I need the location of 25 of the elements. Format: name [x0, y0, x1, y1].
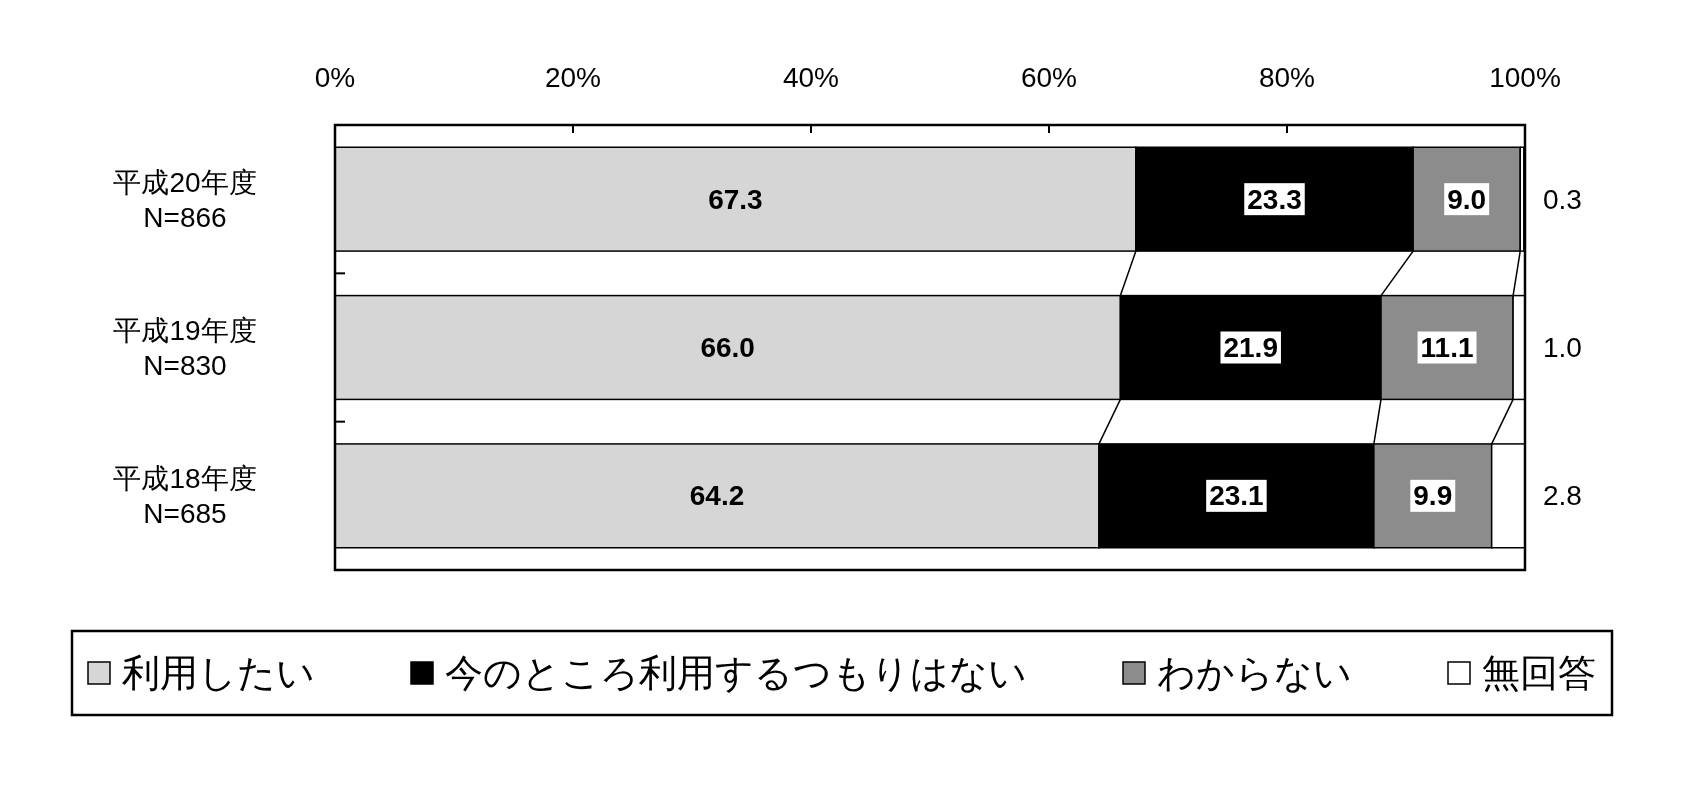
x-tick-label: 100% — [1489, 61, 1561, 93]
legend-label: 利用したい — [122, 652, 315, 694]
x-tick-label: 40% — [782, 61, 840, 93]
data-label: 67.3 — [708, 183, 763, 215]
data-label: 23.3 — [1247, 183, 1302, 215]
data-label: 1.0 — [1543, 332, 1582, 363]
x-tick-label: 0% — [314, 61, 356, 93]
data-label: 11.1 — [1420, 332, 1474, 363]
data-label: 64.2 — [689, 480, 745, 512]
y-tick-label: 平成19年度 N=830 — [113, 314, 257, 381]
legend-label: わからない — [1157, 652, 1352, 694]
legend-label: 今のところ利用するつもりはない — [445, 652, 1027, 694]
y-tick-label: 平成20年度 N=866 — [113, 166, 257, 233]
x-tick-label: 80% — [1258, 61, 1316, 93]
data-label: 9.0 — [1447, 183, 1487, 215]
data-label: 21.9 — [1223, 332, 1278, 363]
data-label: 66.0 — [700, 332, 755, 363]
y-tick-label: 平成18年度 N=685 — [113, 462, 257, 529]
x-tick-label: 60% — [1020, 61, 1078, 93]
legend-label: 無回答 — [1482, 652, 1596, 694]
data-label: 2.8 — [1543, 480, 1582, 512]
data-label: 9.9 — [1413, 480, 1453, 512]
x-tick-label: 20% — [544, 61, 602, 93]
data-label: 23.1 — [1209, 480, 1264, 512]
data-label: 0.3 — [1543, 183, 1582, 215]
